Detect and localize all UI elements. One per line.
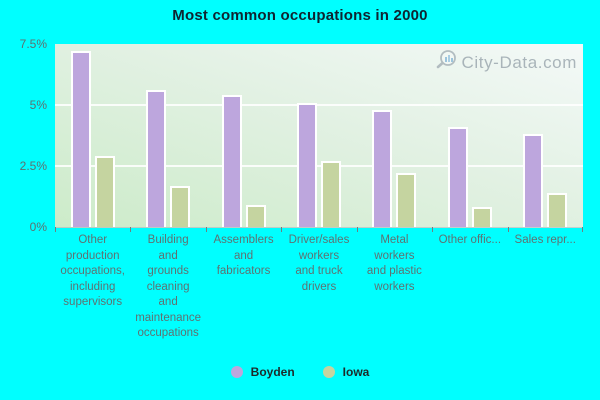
bar-iowa: [547, 192, 568, 227]
y-axis-label: 5%: [29, 98, 47, 112]
bar-boyden: [70, 51, 91, 227]
bar-group: [432, 44, 507, 227]
legend-dot: [230, 366, 243, 378]
watermark-text: City-Data.com: [461, 52, 577, 72]
bar-iowa: [170, 185, 191, 227]
bar-iowa: [396, 173, 417, 227]
bar-iowa: [245, 205, 266, 227]
y-axis-label: 7.5%: [19, 37, 47, 51]
bar-boyden: [372, 109, 393, 227]
plot-area: City-Data.com: [55, 44, 583, 232]
bar-group: [130, 44, 205, 227]
bar-iowa: [94, 156, 115, 227]
x-axis-tick: [432, 227, 434, 232]
bar-group: [357, 44, 432, 227]
bar-group: [281, 44, 356, 227]
bar-boyden: [523, 134, 544, 227]
gridline: [55, 104, 583, 106]
legend-dot: [322, 366, 335, 378]
gridline: [55, 165, 583, 167]
bar-iowa: [471, 207, 492, 227]
watermark: City-Data.com: [434, 48, 578, 77]
x-axis-label: Metal workers and plastic workers: [366, 234, 422, 293]
x-axis-tick: [205, 227, 207, 232]
y-axis-label: 0%: [29, 220, 47, 234]
x-axis-tick: [55, 227, 56, 232]
legend-item-boyden: Boyden: [230, 365, 295, 379]
x-axis-tick: [582, 227, 583, 232]
x-axis-label: Driver/sales workers and truck drivers: [288, 234, 350, 293]
bar-iowa: [320, 161, 341, 227]
bar-group: [55, 44, 130, 227]
bars-container: [55, 44, 583, 227]
x-axis-tick: [130, 227, 132, 232]
bar-group: [508, 44, 583, 227]
x-axis-label: Other offic...: [438, 234, 502, 246]
bar-boyden: [221, 95, 242, 227]
legend-item-iowa: Iowa: [322, 365, 370, 379]
bar-boyden: [296, 102, 317, 227]
legend: Boyden Iowa: [0, 365, 600, 379]
x-axis-labels: Other production occupations, including …: [55, 233, 583, 342]
x-axis-label: Assemblers and fabricators: [213, 234, 274, 277]
x-axis-tick: [507, 227, 509, 232]
x-axis-tick: [281, 227, 283, 232]
x-axis-label: Sales repr...: [514, 234, 576, 246]
chart-title: Most common occupations in 2000: [172, 7, 428, 24]
y-axis-label: 2.5%: [19, 159, 47, 173]
x-axis-label: Other production occupations, including …: [60, 234, 125, 308]
bar-boyden: [447, 126, 468, 227]
bar-boyden: [146, 90, 167, 227]
legend-label: Iowa: [342, 365, 370, 379]
legend-label: Boyden: [250, 365, 295, 379]
x-axis-tick: [356, 227, 358, 232]
x-axis-label: Building and grounds cleaning and mainte…: [135, 234, 202, 339]
magnifier-chart-icon: [434, 48, 460, 77]
bar-group: [206, 44, 281, 227]
